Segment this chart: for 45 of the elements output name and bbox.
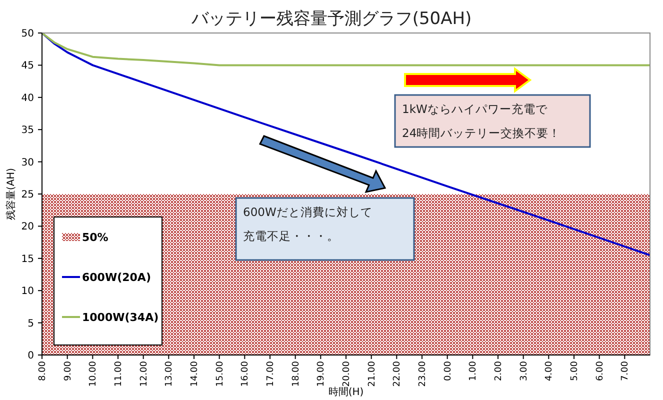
x-tick-label: 11.00	[114, 360, 124, 387]
x-tick-label: 1.00	[468, 360, 479, 382]
x-tick-label: 4.00	[544, 360, 555, 382]
y-tick-label: 45	[21, 60, 34, 72]
annotation: 24時間バッテリー交換不要！	[402, 126, 561, 140]
x-tick-label: 14.00	[190, 360, 200, 387]
x-tick-label: 19.00	[316, 360, 327, 387]
y-tick-label: 25	[21, 190, 34, 200]
y-tick-label: 0	[28, 350, 34, 362]
y-tick-label: 15	[21, 254, 34, 265]
x-tick-label: 21.00	[367, 360, 378, 387]
y-tick-label: 35	[21, 125, 34, 136]
x-tick-label: 15.00	[215, 360, 226, 387]
x-tick-label: 17.00	[266, 360, 276, 387]
x-tick-label: 2.00	[494, 360, 504, 382]
y-tick-label: 20	[21, 222, 34, 233]
x-tick-label: 12.00	[139, 360, 150, 387]
x-tick-label: 5.00	[570, 360, 580, 382]
x-tick-label: 20.00	[342, 360, 352, 387]
y-tick-label: 30	[21, 157, 34, 168]
x-tick-label: 9.00	[63, 360, 74, 382]
legend-label: 1000W(34A)	[82, 311, 159, 324]
x-tick-label: 16.00	[240, 360, 251, 387]
x-tick-label: 6.00	[595, 360, 606, 382]
y-tick-label: 50	[21, 28, 34, 40]
y-axis-title: 残容量(AH)	[5, 168, 17, 220]
y-tick-label: 40	[21, 92, 34, 104]
annotation: 1kWならハイパワー充電で	[402, 102, 548, 116]
y-tick-label: 10	[21, 286, 34, 298]
x-tick-label: 23.00	[418, 360, 428, 387]
x-tick-label: 18.00	[291, 360, 302, 387]
x-axis-title: 時間(H)	[328, 386, 364, 398]
x-tick-label: 0.00	[443, 360, 454, 382]
x-tick-label: 8.00	[38, 360, 48, 382]
legend-label: 600W(20A)	[82, 271, 151, 284]
x-tick-label: 7.00	[620, 360, 631, 382]
chart-title: バッテリー残容量予測グラフ(50AH)	[190, 9, 472, 29]
annotation: 充電不足・・・。	[243, 229, 339, 243]
x-tick-label: 22.00	[392, 360, 403, 387]
annotation: 600Wだと消費に対して	[243, 205, 372, 219]
x-tick-label: 10.00	[88, 360, 99, 387]
y-tick-label: 5	[28, 318, 34, 330]
x-tick-label: 13.00	[164, 360, 175, 387]
x-tick-label: 3.00	[519, 360, 530, 382]
band-label: 50%	[82, 231, 108, 244]
